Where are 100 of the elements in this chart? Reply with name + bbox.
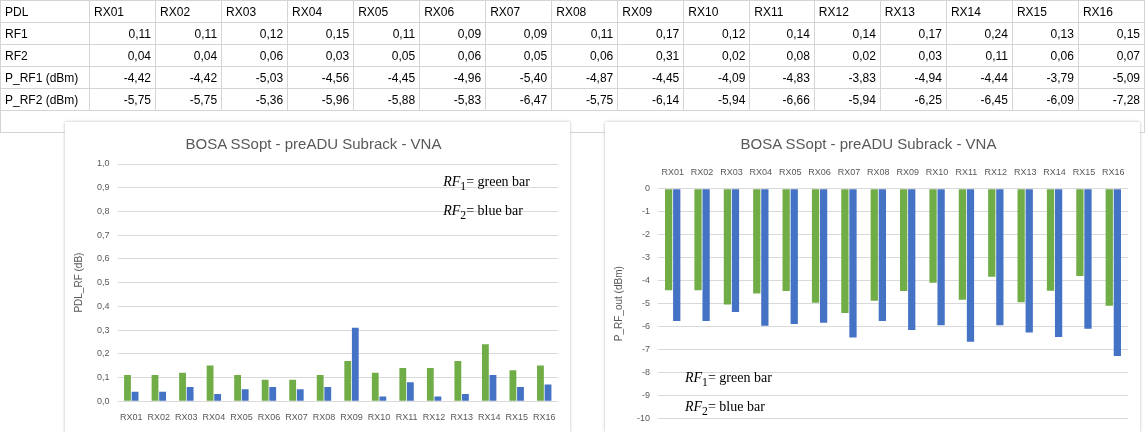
- x-tick-label: RX15: [505, 412, 528, 423]
- bar: [186, 386, 194, 401]
- x-tick-label: RX09: [340, 412, 363, 423]
- bar: [296, 389, 304, 401]
- x-tick-label: RX13: [1013, 166, 1037, 177]
- x-tick-label: RX14: [1043, 166, 1066, 177]
- x-tick-label: RX04: [749, 166, 773, 177]
- bar: [179, 372, 186, 401]
- data-label: 0,06: [419, 44, 486, 67]
- data-label: 0,05: [485, 44, 552, 67]
- x-tick-label: RX06: [257, 412, 281, 423]
- y-tick-label: 0,5: [97, 277, 110, 288]
- x-tick-label: RX06: [419, 0, 486, 23]
- chart-title: BOSA SSopt - preADU Subrack - VNA: [740, 135, 997, 153]
- data-label: -4,44: [946, 66, 1013, 89]
- x-tick-label: RX02: [155, 0, 222, 23]
- data-label: 0,15: [1078, 22, 1145, 45]
- y-tick-label: 0,1: [97, 371, 110, 382]
- y-tick-label: 0,4: [97, 300, 110, 311]
- data-label: -4,96: [419, 66, 486, 89]
- x-tick-label: RX09: [896, 166, 919, 177]
- x-tick-label: RX03: [221, 0, 288, 23]
- x-tick-label: RX08: [867, 166, 890, 177]
- data-label: 0,09: [485, 22, 552, 45]
- data-label: 0,08: [749, 44, 815, 67]
- data-label: 0,24: [946, 22, 1013, 45]
- x-tick-label: RX04: [202, 412, 226, 423]
- data-label: 0,04: [155, 44, 222, 67]
- data-label: -4,09: [683, 66, 750, 89]
- data-label: -6,45: [946, 88, 1013, 111]
- data-label: -4,94: [880, 66, 947, 89]
- chart-title: PDL: [0, 0, 90, 23]
- chart-title: BOSA SSopt - preADU Subrack - VNA: [185, 135, 442, 153]
- x-tick-label: RX11: [749, 0, 815, 23]
- x-tick-label: RX01: [661, 166, 684, 177]
- data-label: 0,06: [1012, 44, 1079, 67]
- x-tick-label: RX02: [147, 412, 171, 423]
- data-label: -5,88: [353, 88, 420, 111]
- y-tick-label: -3: [641, 252, 651, 263]
- x-tick-label: RX01: [89, 0, 156, 23]
- x-tick-label: RX03: [175, 412, 198, 423]
- data-label: -5,75: [155, 88, 222, 111]
- x-tick-label: RX12: [422, 412, 446, 423]
- bar: [371, 372, 379, 401]
- bar: [316, 375, 324, 401]
- bar: [537, 365, 544, 401]
- data-label: 0,17: [617, 22, 684, 45]
- annotation: RF$_{1}$= green bar: [685, 369, 772, 392]
- x-tick-label: RX02: [690, 166, 714, 177]
- x-tick-label: RX10: [367, 412, 391, 423]
- data-label: 0,11: [89, 22, 156, 45]
- x-tick-label: RX12: [984, 166, 1008, 177]
- y-tick-label: -4: [641, 275, 651, 286]
- data-label: -4,56: [287, 66, 354, 89]
- data-label: -6,14: [617, 88, 684, 111]
- data-label: 0,31: [617, 44, 684, 67]
- bar: [344, 360, 352, 401]
- bar: [379, 396, 387, 401]
- y-tick-label: 0,2: [97, 348, 110, 359]
- y-tick-label: P_RF2 (dBm): [0, 88, 90, 111]
- data-label: 0,13: [1012, 22, 1079, 45]
- x-tick-label: RX05: [778, 166, 802, 177]
- data-label: -4,42: [155, 66, 222, 89]
- data-label: 0,07: [1078, 44, 1145, 67]
- y-tick-label: 0,0: [97, 395, 110, 406]
- data-label: -5,36: [221, 88, 288, 111]
- x-tick-label: RX08: [551, 0, 618, 23]
- data-label: -6,09: [1012, 88, 1079, 111]
- x-tick-label: RX07: [285, 412, 308, 423]
- data-label: 0,05: [353, 44, 420, 67]
- data-label: -4,45: [617, 66, 684, 89]
- data-label: -5,03: [221, 66, 288, 89]
- bar: [214, 394, 222, 401]
- x-tick-label: RX10: [925, 166, 949, 177]
- data-label: 0,11: [353, 22, 420, 45]
- bar: [481, 344, 489, 401]
- bar: [406, 382, 414, 401]
- x-tick-label: RX03: [720, 166, 743, 177]
- y-tick-label: -8: [641, 367, 651, 378]
- bar: [234, 375, 242, 401]
- bar: [509, 370, 517, 401]
- y-tick-label: 0,9: [97, 182, 110, 193]
- data-label: 0,02: [814, 44, 881, 67]
- data-label: -5,83: [419, 88, 486, 111]
- bar: [399, 367, 407, 401]
- x-tick-label: RX07: [837, 166, 861, 177]
- data-label: -3,79: [1012, 66, 1079, 89]
- x-tick-label: RX14: [946, 0, 1013, 23]
- x-tick-label: RX01: [120, 412, 143, 423]
- data-label: -5,75: [551, 88, 618, 111]
- x-tick-label: RX05: [230, 412, 253, 423]
- y-tick-label: -1: [641, 206, 651, 217]
- data-label: 0,03: [287, 44, 354, 67]
- data-label: -5,94: [814, 88, 881, 111]
- data-label: 0,11: [155, 22, 222, 45]
- y-axis-title: PDL_RF (dB): [72, 252, 84, 313]
- bar: [489, 375, 497, 401]
- data-label: -3,83: [814, 66, 881, 89]
- y-tick-label: 1,0: [97, 158, 110, 169]
- x-tick-label: RX09: [617, 0, 684, 23]
